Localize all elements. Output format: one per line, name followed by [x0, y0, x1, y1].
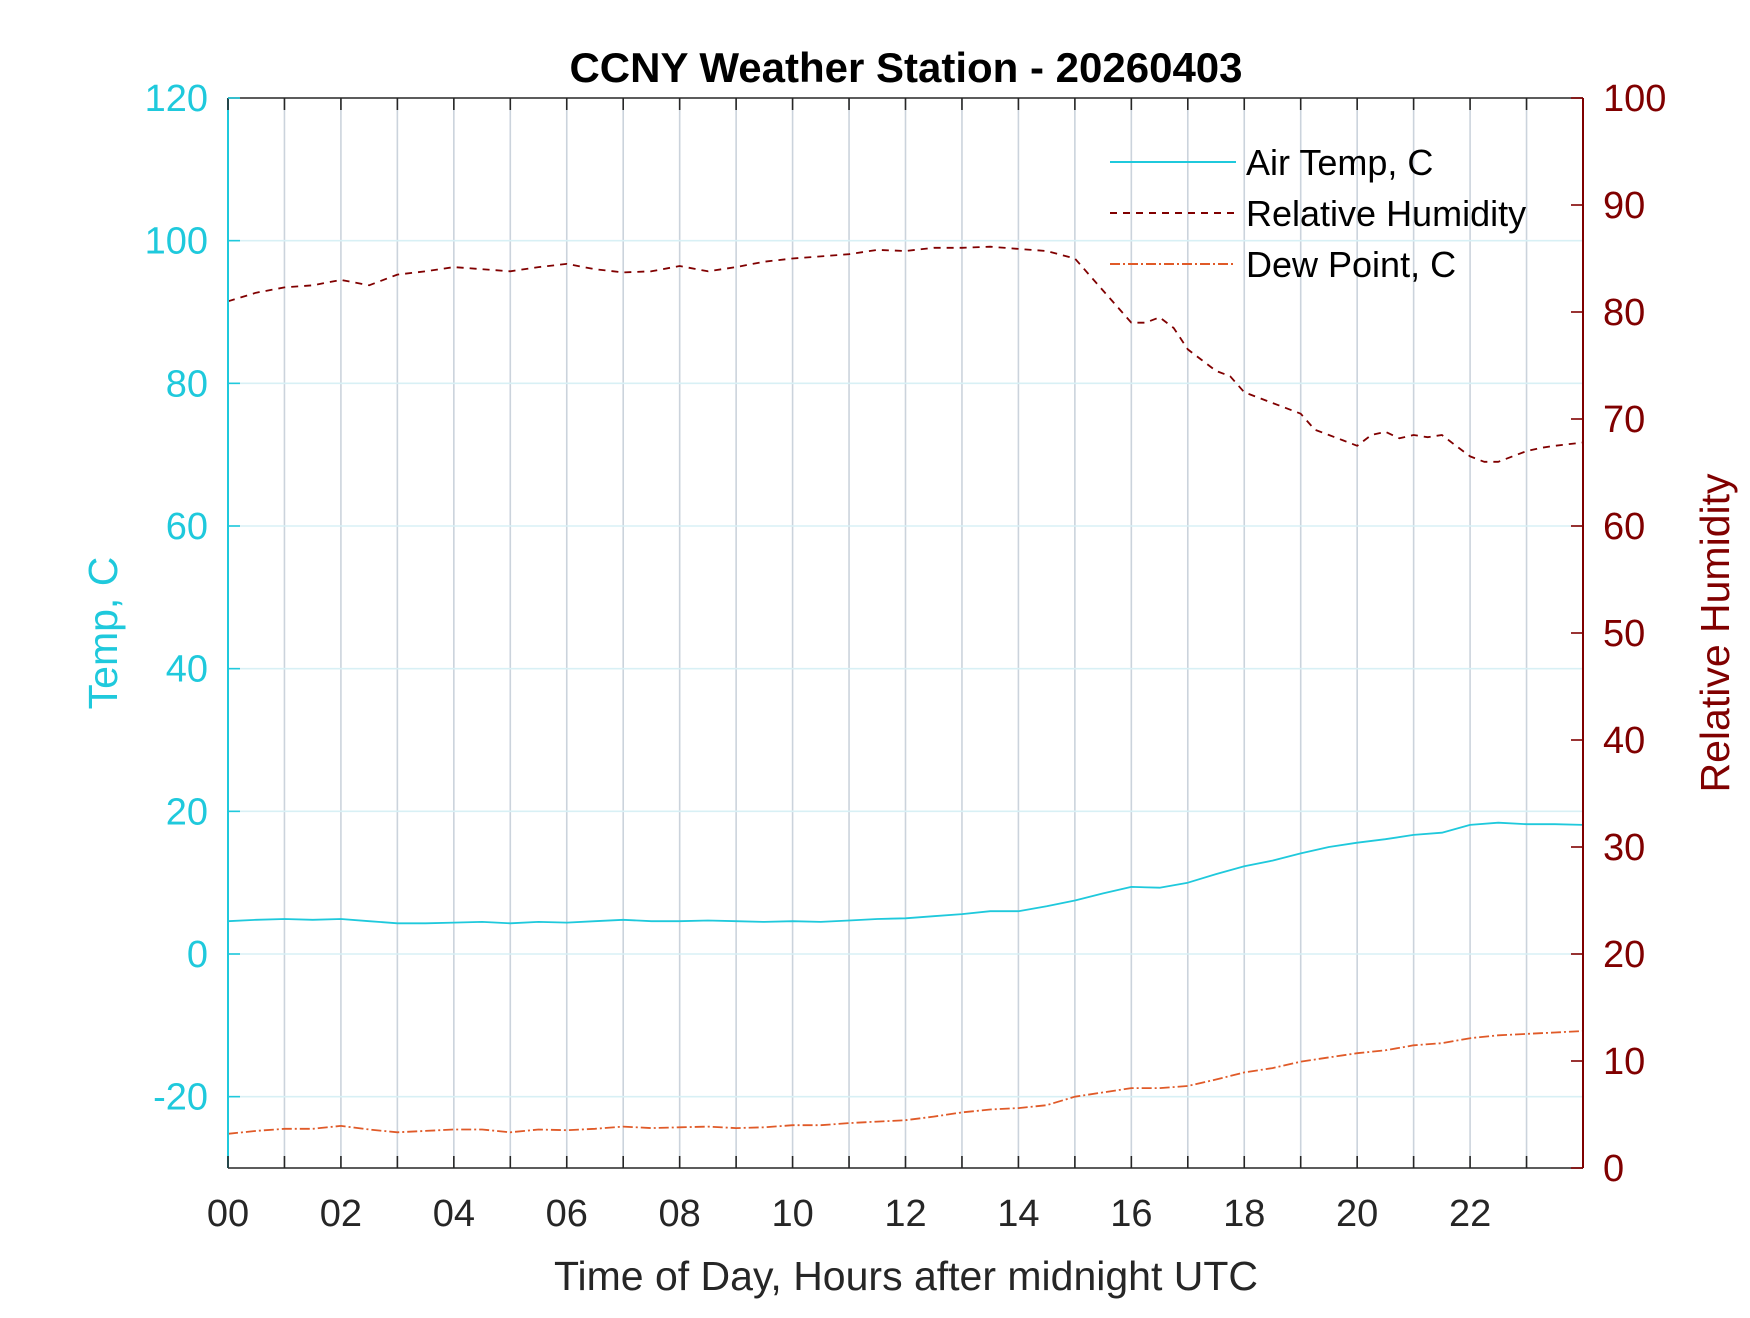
right-axis-label: Relative Humidity — [1692, 473, 1738, 792]
right-tick-label-90: 90 — [1603, 185, 1645, 227]
x-tick-label-02: 02 — [320, 1193, 362, 1235]
x-tick-label-00: 00 — [207, 1193, 249, 1235]
legend-label-relative-humidity: Relative Humidity — [1246, 193, 1526, 234]
left-axis-label: Temp, C — [80, 557, 126, 710]
series-layer — [227, 245, 1584, 1135]
vertical-gridlines — [283, 98, 1528, 1168]
horizontal-gridlines — [228, 239, 1583, 1098]
left-tick-label-120: 120 — [145, 78, 208, 120]
left-tick-label-20: 20 — [166, 791, 208, 833]
left-tick-label-80: 80 — [166, 363, 208, 405]
x-tick-label-12: 12 — [884, 1193, 926, 1235]
right-tick-label-20: 20 — [1603, 934, 1645, 976]
x-tick-label-18: 18 — [1223, 1193, 1265, 1235]
legend-label-dew-point: Dew Point, C — [1246, 244, 1456, 285]
left-tick-label-100: 100 — [145, 221, 208, 263]
x-tick-label-14: 14 — [997, 1193, 1039, 1235]
right-tick-label-60: 60 — [1603, 506, 1645, 548]
left-tick-label-60: 60 — [166, 506, 208, 548]
x-tick-label-04: 04 — [433, 1193, 475, 1235]
left-tick-label-0: 0 — [187, 934, 208, 976]
right-tick-label-100: 100 — [1603, 78, 1666, 120]
x-tick-label-22: 22 — [1449, 1193, 1491, 1235]
series-line-relative-humidity — [227, 245, 1584, 463]
chart-title: CCNY Weather Station - 20260403 — [569, 44, 1242, 91]
right-tick-label-10: 10 — [1603, 1041, 1645, 1083]
x-tick-label-08: 08 — [659, 1193, 701, 1235]
x-tick-label-10: 10 — [771, 1193, 813, 1235]
right-tick-label-50: 50 — [1603, 613, 1645, 655]
series-line-air-temp-c — [227, 821, 1584, 925]
x-axis-label: Time of Day, Hours after midnight UTC — [554, 1253, 1258, 1299]
right-tick-label-70: 70 — [1603, 399, 1645, 441]
left-tick-label--20: -20 — [153, 1077, 208, 1119]
left-tick-label-40: 40 — [166, 649, 208, 691]
right-tick-label-30: 30 — [1603, 827, 1645, 869]
x-axis-ticks: 00 02 04 06 08 10 12 14 16 18 20 22 — [207, 98, 1528, 1235]
x-tick-label-16: 16 — [1110, 1193, 1152, 1235]
x-tick-label-06: 06 — [546, 1193, 588, 1235]
right-tick-label-0: 0 — [1603, 1148, 1624, 1190]
series-line-dew-point-c — [227, 1030, 1584, 1135]
right-tick-label-40: 40 — [1603, 720, 1645, 762]
x-tick-label-20: 20 — [1336, 1193, 1378, 1235]
legend: Air Temp, C Relative Humidity Dew Point,… — [1110, 142, 1526, 285]
left-axis-ticks: -20 0 20 40 60 80 100 120 — [145, 78, 240, 1119]
legend-label-air-temp: Air Temp, C — [1246, 142, 1433, 183]
right-tick-label-80: 80 — [1603, 292, 1645, 334]
right-axis-ticks: 0 10 20 30 40 50 60 70 80 90 100 — [1571, 78, 1666, 1190]
